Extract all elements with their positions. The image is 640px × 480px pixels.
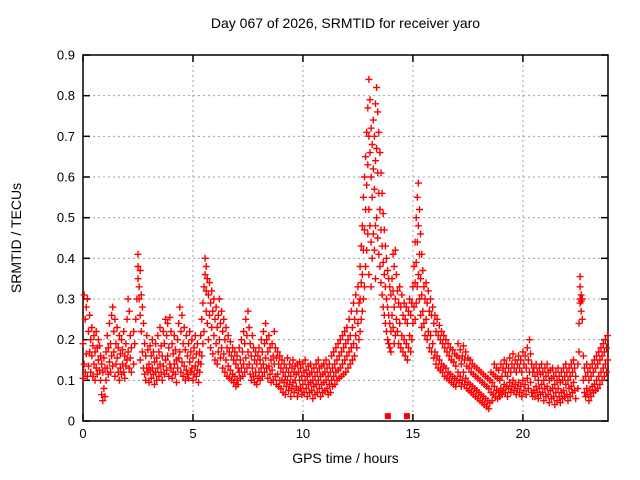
y-tick-label: 0.2 <box>57 332 75 347</box>
y-tick-label: 0.9 <box>57 48 75 63</box>
tick-labels: 0 5 10 15 20 0 0.1 0.2 0.3 0.4 0.5 0.6 0.7 0.8 0.9 <box>57 48 530 442</box>
y-tick-label: 0.6 <box>57 170 75 185</box>
y-tick-label: 0.5 <box>57 210 75 225</box>
y-tick-label: 0.1 <box>57 373 75 388</box>
series-event-flags <box>384 413 410 420</box>
y-tick-label: 0.7 <box>57 129 75 144</box>
x-axis-label: GPS time / hours <box>292 450 399 466</box>
y-tick-label: 0.8 <box>57 88 75 103</box>
x-tick-label: 5 <box>189 426 196 441</box>
series-SRMTID <box>79 75 612 413</box>
x-tick-label: 0 <box>79 426 86 441</box>
y-tick-label: 0 <box>68 414 75 429</box>
y-tick-label: 0.4 <box>57 251 75 266</box>
chart-title: Day 067 of 2026, SRMTID for receiver yar… <box>210 15 481 31</box>
x-tick-label: 10 <box>296 426 310 441</box>
x-tick-label: 15 <box>406 426 420 441</box>
x-tick-label: 20 <box>516 426 530 441</box>
y-axis-label: SRMTID / TECUs <box>8 182 24 294</box>
y-tick-label: 0.3 <box>57 292 75 307</box>
plot-border <box>82 54 609 422</box>
